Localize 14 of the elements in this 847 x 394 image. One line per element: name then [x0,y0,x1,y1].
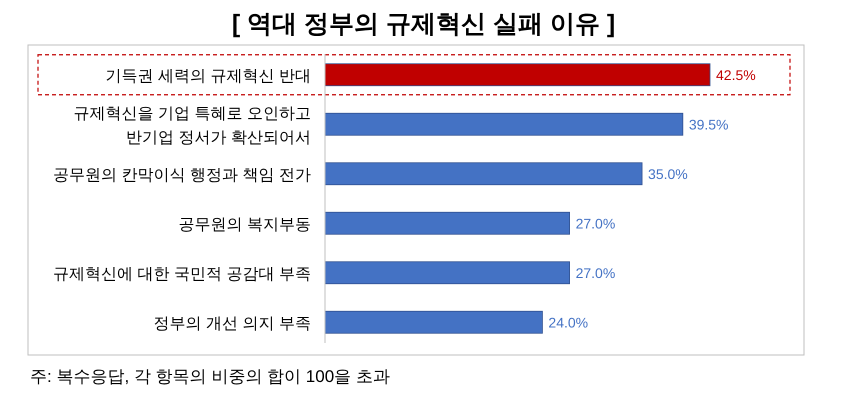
category-label: 기득권 세력의 규제혁신 반대 [106,68,311,85]
value-label: 27.0% [576,264,616,281]
value-label: 27.0% [576,215,616,232]
category-label: 공무원의 복지부동 [178,216,311,234]
category-label: 규제혁신에 대한 국민적 공감대 부족 [53,266,311,283]
category-label: 규제혁신을 기업 특혜로 오인하고 반기업 정서가 확산되어서 [74,105,311,146]
title: [ 역대 정부의 규제혁신 실패 이유 ] [232,10,616,38]
value-label: 24.0% [548,314,588,330]
category-label: 공무원의 칸막이식 행정과 책임 전가 [53,166,311,184]
annotation: 주: 복수응답, 각 항목의 비중의 합이 100을 초과 [30,367,390,386]
value-label: 39.5% [688,116,729,132]
category-label: 정부의 개선 의지 부족 [154,315,311,332]
value-label: 35.0% [648,166,688,182]
value-label: 42.5% [716,66,756,83]
